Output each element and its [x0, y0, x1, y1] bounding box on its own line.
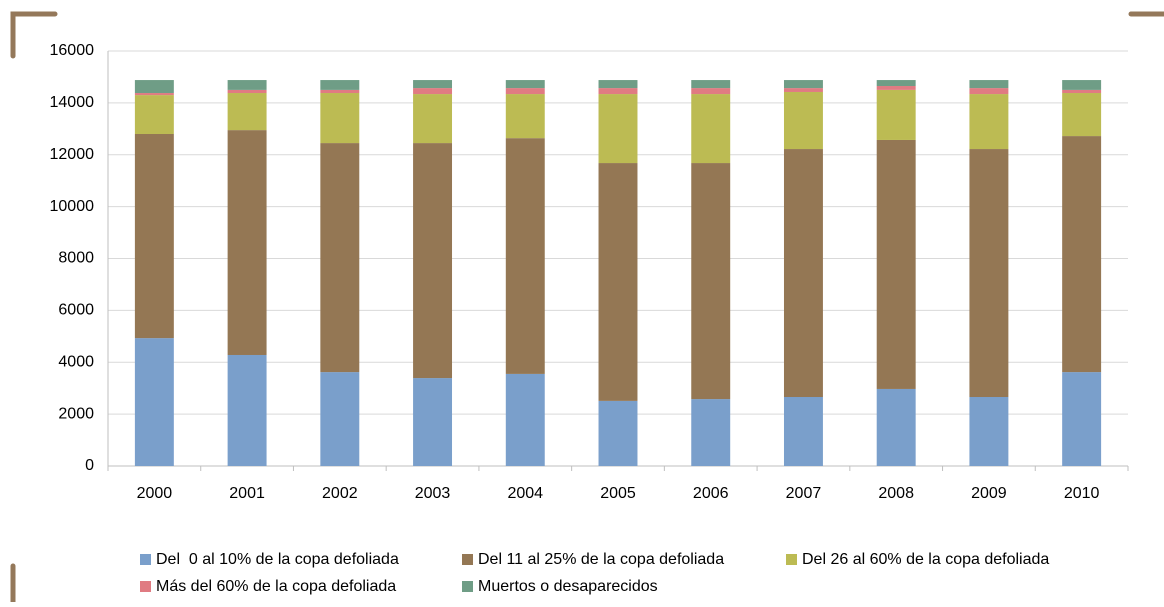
- bar-segment: [691, 399, 731, 466]
- bar-segment: [969, 397, 1009, 466]
- bar-segment: [320, 80, 360, 90]
- bar-segment: [134, 338, 174, 466]
- y-tick-label: 0: [85, 457, 94, 474]
- bar-segment: [691, 94, 731, 164]
- bar-segment: [227, 89, 267, 94]
- bar-segment: [413, 94, 453, 144]
- legend-label: Más del 60% de la copa defoliada: [156, 578, 396, 595]
- x-tick-label: 2010: [1064, 485, 1100, 502]
- legend-label: Del 0 al 10% de la copa defoliada: [156, 551, 399, 568]
- bar-segment: [320, 143, 360, 373]
- bar-segment: [505, 373, 545, 466]
- legend-label: Del 26 al 60% de la copa defoliada: [802, 551, 1049, 568]
- bar-segment: [876, 89, 916, 140]
- y-tick-label: 14000: [50, 94, 95, 111]
- bar-segment: [598, 88, 638, 95]
- bar-segment: [413, 80, 453, 89]
- bar-segment: [876, 86, 916, 90]
- x-tick-label: 2009: [971, 485, 1007, 502]
- x-tick-label: 2005: [600, 485, 636, 502]
- bar-segment: [598, 80, 638, 89]
- x-tick-label: 2007: [786, 485, 822, 502]
- corner-decoration: [10, 11, 1164, 605]
- bar-segment: [413, 143, 453, 379]
- y-tick-label: 6000: [58, 302, 94, 319]
- bar-segment: [134, 80, 174, 94]
- bar-segment: [783, 397, 823, 466]
- bar-segment: [783, 149, 823, 398]
- x-tick-label: 2003: [415, 485, 451, 502]
- bar-segment: [505, 88, 545, 95]
- bar-segment: [320, 93, 360, 144]
- y-tick-label: 4000: [58, 353, 94, 370]
- bar-segment: [320, 372, 360, 466]
- y-tick-label: 12000: [50, 146, 95, 163]
- legend-label: Del 11 al 25% de la copa defoliada: [478, 551, 724, 568]
- bar-segment: [134, 95, 174, 134]
- bar-segment: [876, 388, 916, 466]
- y-tick-label: 16000: [50, 42, 95, 59]
- x-tick-label: 2002: [322, 485, 358, 502]
- bar-segment: [783, 88, 823, 92]
- bar-segment: [876, 139, 916, 389]
- legend-marker: [462, 554, 473, 565]
- bar-segment: [876, 80, 916, 87]
- y-tick-label: 8000: [58, 250, 94, 267]
- bar-segment: [969, 149, 1009, 398]
- bar-segment: [1062, 93, 1102, 137]
- bar-segment: [227, 354, 267, 466]
- bar-segment: [134, 134, 174, 339]
- x-tick-label: 2001: [229, 485, 265, 502]
- bar-segment: [1062, 372, 1102, 466]
- bar-segment: [598, 400, 638, 466]
- legend-marker: [462, 581, 473, 592]
- bar-segment: [1062, 89, 1102, 94]
- bar-segment: [1062, 80, 1102, 90]
- bar-segment: [505, 138, 545, 374]
- bar-segment: [598, 94, 638, 164]
- bar-segment: [598, 163, 638, 401]
- x-tick-label: 2004: [507, 485, 543, 502]
- bar-segment: [969, 88, 1009, 95]
- bar-segment: [227, 93, 267, 131]
- legend-label: Muertos o desaparecidos: [478, 578, 658, 595]
- bar-segment: [969, 80, 1009, 89]
- bar-segment: [227, 130, 267, 355]
- bar-segment: [413, 88, 453, 95]
- x-tick-label: 2006: [693, 485, 729, 502]
- x-tick-label: 2008: [878, 485, 914, 502]
- x-tick-label: 2000: [137, 485, 173, 502]
- bar-segment: [320, 89, 360, 94]
- bar-segment: [413, 378, 453, 466]
- bar-segment: [691, 163, 731, 400]
- bar-segment: [505, 94, 545, 139]
- legend-marker: [140, 554, 151, 565]
- legend-marker: [786, 554, 797, 565]
- bar-segment: [227, 80, 267, 90]
- bar-segment: [505, 80, 545, 89]
- legend-marker: [140, 581, 151, 592]
- bar-segment: [691, 88, 731, 95]
- bar-segment: [1062, 136, 1102, 373]
- bar-segment: [783, 80, 823, 89]
- bar-segment: [134, 93, 174, 96]
- bar-segment: [691, 80, 731, 89]
- y-tick-label: 10000: [50, 198, 95, 215]
- bar-segment: [969, 94, 1009, 150]
- bar-segment: [783, 91, 823, 150]
- y-tick-label: 2000: [58, 405, 94, 422]
